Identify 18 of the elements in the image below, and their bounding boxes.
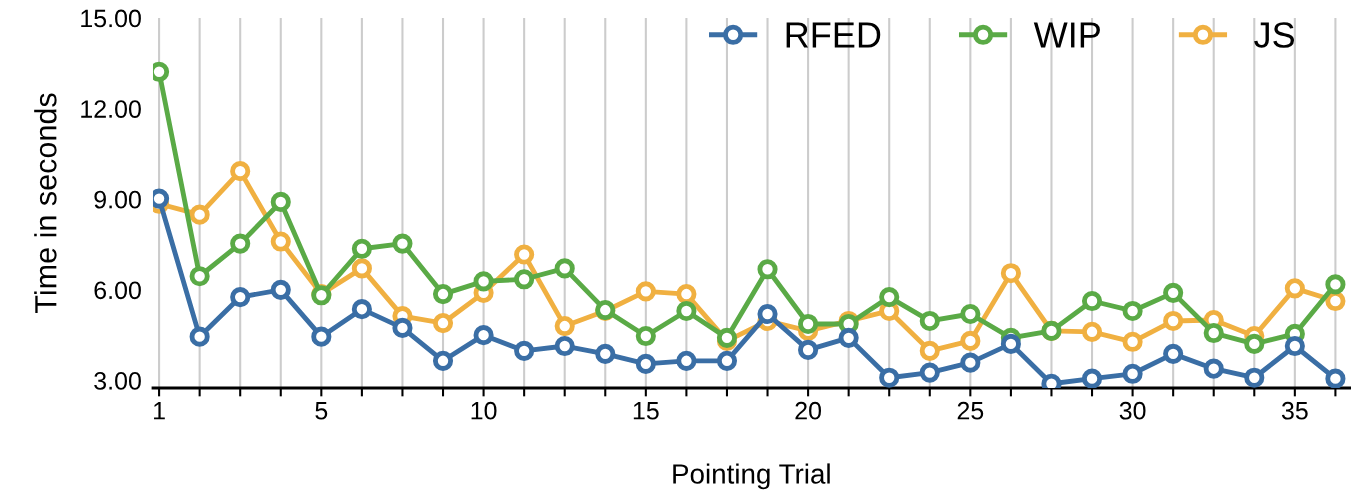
y-axis-title: Time in seconds <box>34 93 57 313</box>
legend-label: JS <box>1254 22 1294 48</box>
x-axis-title: Pointing Trial <box>673 463 830 490</box>
x-tick-label: 25 <box>957 401 984 420</box>
x-tick-label: 15 <box>633 402 659 420</box>
legend-label: WIP <box>1033 22 1100 48</box>
x-tick-label: 35 <box>1281 401 1308 420</box>
y-tick-label: 9.00 <box>94 190 141 209</box>
y-tick-label: 12.00 <box>81 100 141 118</box>
y-tick-label: 15.00 <box>81 9 141 28</box>
y-tick-label: 6.00 <box>94 281 141 300</box>
x-tick-label: 5 <box>315 402 328 420</box>
x-tick-label: 20 <box>795 401 822 420</box>
legend-label: RFED <box>786 22 881 48</box>
x-tick-label: 10 <box>471 401 497 420</box>
y-tick-label: 3.00 <box>94 372 141 390</box>
x-tick-label: 30 <box>1119 401 1146 420</box>
x-tick-label: 1 <box>154 402 165 420</box>
